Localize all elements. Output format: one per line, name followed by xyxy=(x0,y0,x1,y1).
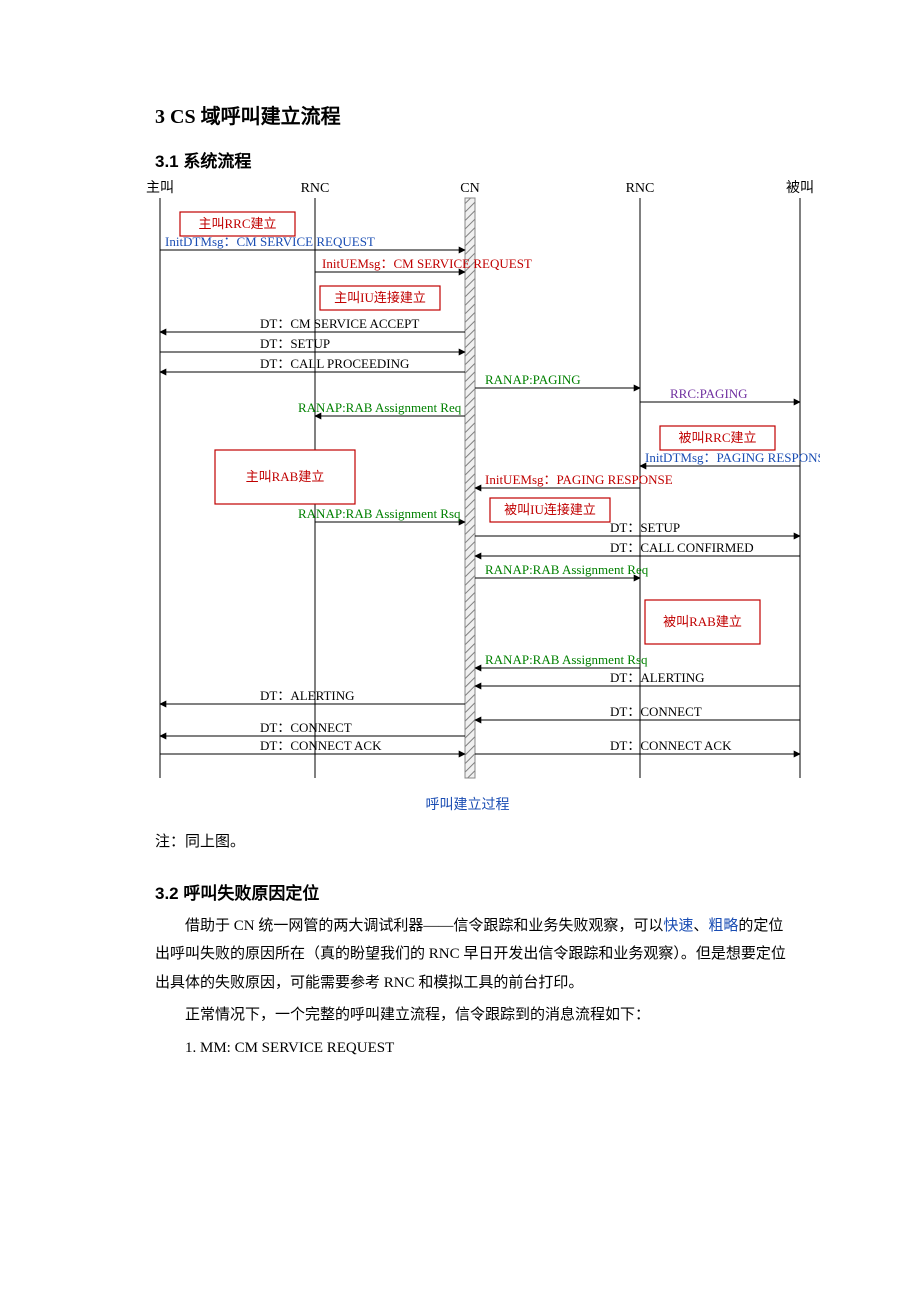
svg-text:InitDTMsg：PAGING RESPONSE: InitDTMsg：PAGING RESPONSE xyxy=(645,450,820,465)
p1-link-fast: 快速 xyxy=(663,918,693,934)
p1-sep: 、 xyxy=(693,918,708,934)
svg-text:DT：CONNECT: DT：CONNECT xyxy=(260,720,352,735)
svg-text:InitUEMsg：CM SERVICE REQUEST: InitUEMsg：CM SERVICE REQUEST xyxy=(322,256,532,271)
svg-text:DT：CONNECT ACK: DT：CONNECT ACK xyxy=(610,738,732,753)
heading-3-text: 3 CS 域呼叫建立流程 xyxy=(155,106,341,128)
diagram-container: 主叫RNCCNRNC被叫InitDTMsg：CM SERVICE REQUEST… xyxy=(140,180,795,814)
svg-text:DT：CM SERVICE ACCEPT: DT：CM SERVICE ACCEPT xyxy=(260,316,419,331)
svg-text:DT：CALL PROCEEDING: DT：CALL PROCEEDING xyxy=(260,356,409,371)
svg-text:InitUEMsg：PAGING RESPONSE: InitUEMsg：PAGING RESPONSE xyxy=(485,472,673,487)
svg-text:DT：ALERTING: DT：ALERTING xyxy=(610,670,705,685)
svg-text:RANAP:RAB Assignment Req: RANAP:RAB Assignment Req xyxy=(298,400,462,415)
svg-text:RANAP:RAB Assignment Rsq: RANAP:RAB Assignment Rsq xyxy=(298,506,461,521)
svg-text:DT：SETUP: DT：SETUP xyxy=(610,520,680,535)
svg-text:被叫RRC建立: 被叫RRC建立 xyxy=(678,430,756,445)
paragraph-1: 借助于 CN 统一网管的两大调试利器——信令跟踪和业务失败观察，可以快速、粗略的… xyxy=(155,912,795,998)
svg-text:DT：CALL CONFIRMED: DT：CALL CONFIRMED xyxy=(610,540,754,555)
svg-text:主叫RAB建立: 主叫RAB建立 xyxy=(246,469,325,484)
heading-3-1-text: 3.1 系统流程 xyxy=(155,152,251,171)
svg-text:主叫IU连接建立: 主叫IU连接建立 xyxy=(334,290,426,305)
svg-text:被叫: 被叫 xyxy=(786,180,814,196)
svg-text:RANAP:RAB Assignment Rsq: RANAP:RAB Assignment Rsq xyxy=(485,652,648,667)
svg-text:RNC: RNC xyxy=(626,181,655,196)
body-paragraphs: 借助于 CN 统一网管的两大调试利器——信令跟踪和业务失败观察，可以快速、粗略的… xyxy=(155,912,795,1063)
heading-3-2: 3.2 呼叫失败原因定位 xyxy=(155,879,795,904)
svg-text:DT：CONNECT: DT：CONNECT xyxy=(610,704,702,719)
content-area: 3 CS 域呼叫建立流程 3.1 系统流程 主叫RNCCNRNC被叫InitDT… xyxy=(155,100,795,1062)
svg-text:DT：SETUP: DT：SETUP xyxy=(260,336,330,351)
p1-part-a: 借助于 CN 统一网管的两大调试利器——信令跟踪和业务失败观察，可以 xyxy=(185,918,663,934)
svg-text:RRC:PAGING: RRC:PAGING xyxy=(670,386,748,401)
sequence-diagram: 主叫RNCCNRNC被叫InitDTMsg：CM SERVICE REQUEST… xyxy=(140,180,820,786)
svg-text:RNC: RNC xyxy=(301,181,330,196)
svg-text:RANAP:PAGING: RANAP:PAGING xyxy=(485,372,581,387)
svg-text:被叫IU连接建立: 被叫IU连接建立 xyxy=(504,502,596,517)
svg-text:被叫RAB建立: 被叫RAB建立 xyxy=(663,614,742,629)
p1-link-rough: 粗略 xyxy=(708,918,738,934)
list-item-1: 1. MM: CM SERVICE REQUEST xyxy=(155,1034,795,1063)
diagram-caption: 呼叫建立过程 xyxy=(140,794,795,814)
heading-3: 3 CS 域呼叫建立流程 xyxy=(155,100,795,129)
svg-text:DT：ALERTING: DT：ALERTING xyxy=(260,688,355,703)
svg-text:主叫: 主叫 xyxy=(146,180,174,196)
paragraph-2: 正常情况下，一个完整的呼叫建立流程，信令跟踪到的消息流程如下： xyxy=(155,1001,795,1030)
svg-text:RANAP:RAB Assignment Req: RANAP:RAB Assignment Req xyxy=(485,562,649,577)
svg-text:主叫RRC建立: 主叫RRC建立 xyxy=(198,216,276,231)
page: 3 CS 域呼叫建立流程 3.1 系统流程 主叫 RNC CN RNC 被叫 InitDT… xyxy=(0,0,920,1302)
svg-text:CN: CN xyxy=(460,181,479,196)
svg-text:DT：CONNECT ACK: DT：CONNECT ACK xyxy=(260,738,382,753)
heading-3-1: 3.1 系统流程 xyxy=(155,147,795,172)
heading-3-2-text: 3.2 呼叫失败原因定位 xyxy=(155,884,319,903)
note-text: 注：同上图。 xyxy=(155,828,795,857)
